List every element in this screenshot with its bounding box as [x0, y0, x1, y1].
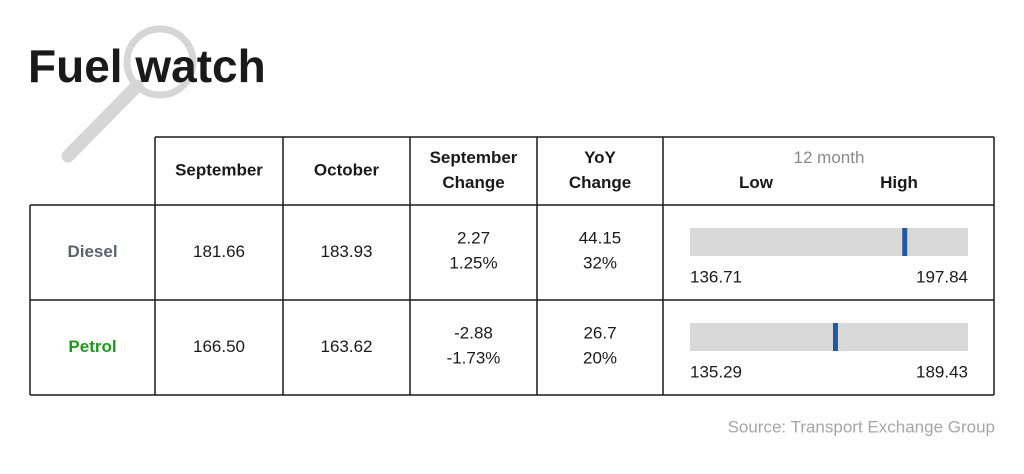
range-low-header: Low [739, 173, 774, 192]
range-high-header: High [880, 173, 918, 192]
cell: 44.15 [579, 228, 622, 247]
range-low: 136.71 [690, 267, 742, 286]
row-name: Petrol [68, 337, 116, 356]
cell: 181.66 [193, 242, 245, 261]
column-header: Change [569, 173, 631, 192]
column-header: October [314, 160, 380, 179]
cell: -2.88 [454, 323, 493, 342]
cell: 32% [583, 253, 617, 272]
column-header: Change [442, 173, 504, 192]
range-high: 197.84 [916, 267, 968, 286]
column-header: September [430, 148, 518, 167]
cell: 26.7 [583, 323, 616, 342]
range-marker [902, 228, 908, 256]
cell: 1.25% [449, 253, 497, 272]
title: Fuel watch [28, 40, 266, 92]
cell: 163.62 [321, 337, 373, 356]
cell: 20% [583, 348, 617, 367]
range-bar [690, 323, 968, 351]
range-title: 12 month [794, 148, 865, 167]
range-marker [832, 323, 838, 351]
range-low: 135.29 [690, 362, 742, 381]
range-high: 189.43 [916, 362, 968, 381]
cell: 166.50 [193, 337, 245, 356]
cell: 2.27 [457, 228, 490, 247]
column-header: September [175, 160, 263, 179]
column-header: YoY [584, 148, 616, 167]
source: Source: Transport Exchange Group [728, 417, 995, 436]
row-name: Diesel [67, 242, 117, 261]
cell: -1.73% [447, 348, 501, 367]
cell: 183.93 [321, 242, 373, 261]
magnifier-icon [61, 25, 197, 163]
range-bar [690, 228, 968, 256]
